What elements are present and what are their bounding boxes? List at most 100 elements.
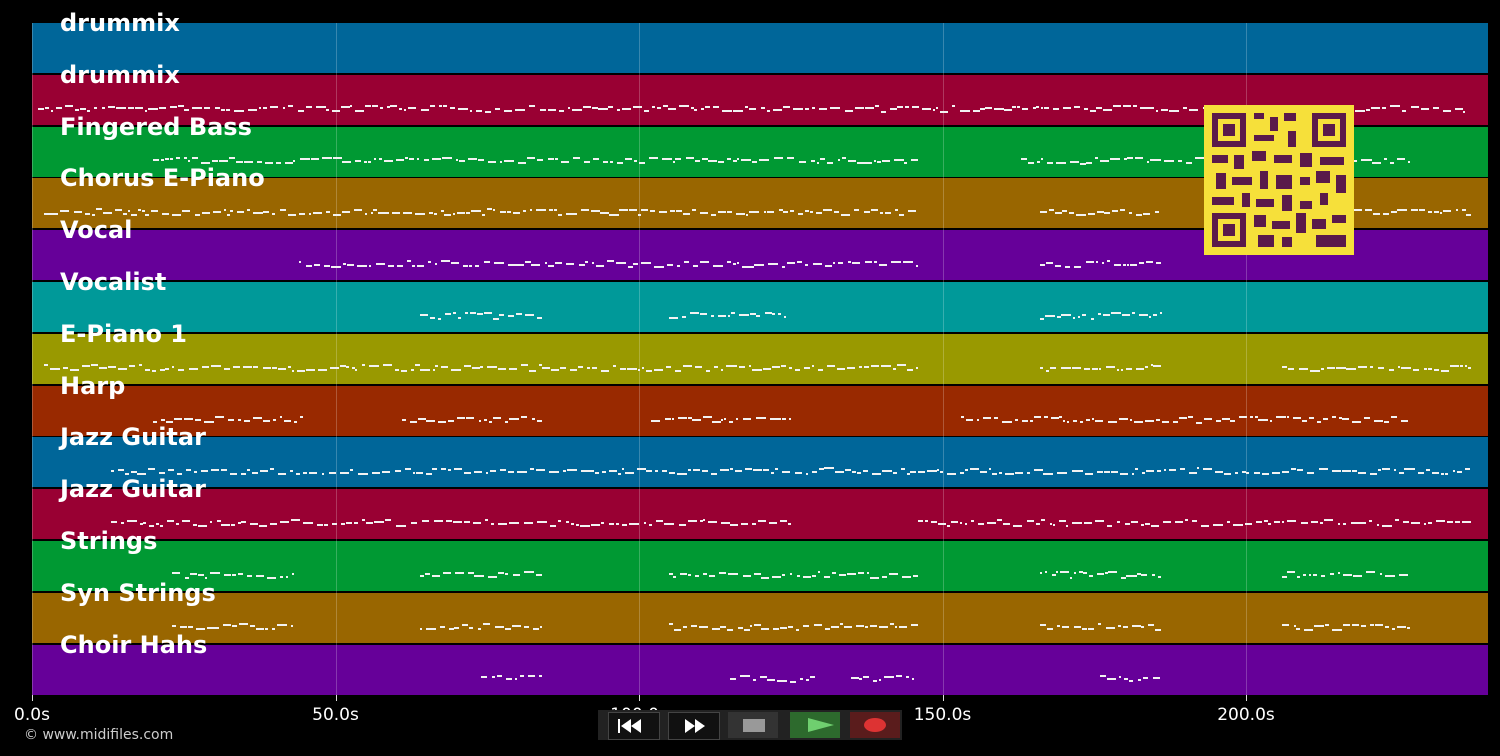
midi-note <box>181 519 190 522</box>
midi-note <box>656 107 661 110</box>
midi-note <box>770 418 781 421</box>
midi-note <box>1300 521 1308 524</box>
midi-note <box>236 160 244 163</box>
midi-note <box>1177 160 1182 163</box>
midi-note <box>269 467 274 470</box>
midi-note <box>690 312 699 315</box>
midi-note <box>434 519 444 522</box>
midi-note <box>1073 420 1077 423</box>
axis-tick <box>335 695 337 701</box>
midi-note <box>357 265 367 268</box>
midi-note <box>372 472 380 475</box>
midi-note <box>271 367 278 370</box>
midi-note <box>1011 105 1016 108</box>
midi-note <box>316 524 324 527</box>
midi-note <box>153 421 157 424</box>
midi-note <box>735 417 738 420</box>
midi-note <box>789 209 794 212</box>
rewind-button[interactable] <box>608 712 660 740</box>
midi-note <box>484 519 488 522</box>
midi-note <box>138 209 142 212</box>
midi-note <box>699 626 709 629</box>
midi-note <box>600 212 609 215</box>
midi-note <box>446 519 452 522</box>
midi-note <box>855 625 865 628</box>
track-lane <box>32 592 1488 643</box>
midi-note <box>673 575 677 578</box>
midi-note <box>193 523 197 526</box>
midi-note <box>937 468 940 471</box>
midi-note <box>959 471 965 474</box>
midi-note <box>340 471 350 474</box>
midi-note <box>823 575 831 578</box>
midi-note <box>633 159 638 162</box>
midi-note <box>50 110 54 113</box>
midi-note <box>402 418 406 421</box>
midi-note <box>585 260 588 263</box>
midi-note <box>652 105 655 108</box>
track-label: drummix <box>60 9 180 37</box>
grid-line <box>32 23 33 695</box>
midi-note <box>220 523 230 526</box>
stop-button[interactable] <box>728 712 778 738</box>
midi-note <box>84 213 90 216</box>
midi-note <box>1086 261 1094 264</box>
midi-note <box>285 162 293 165</box>
midi-note <box>926 469 937 472</box>
track-lane <box>32 644 1488 695</box>
midi-note <box>874 260 878 263</box>
midi-note <box>1184 519 1188 522</box>
midi-note <box>993 108 1004 111</box>
midi-note <box>1111 209 1118 212</box>
midi-note <box>921 107 929 110</box>
midi-note <box>1410 106 1420 109</box>
midi-note <box>771 576 781 579</box>
midi-note <box>270 106 279 109</box>
midi-note <box>462 623 469 626</box>
midi-note <box>467 472 472 475</box>
midi-note <box>706 369 711 372</box>
midi-note <box>342 161 352 164</box>
midi-note <box>688 520 698 523</box>
midi-note <box>767 679 775 682</box>
midi-note <box>442 571 451 574</box>
midi-note <box>263 210 269 213</box>
midi-note <box>1104 471 1110 474</box>
midi-note <box>752 468 762 471</box>
midi-note <box>191 157 199 160</box>
midi-note <box>655 519 664 522</box>
midi-note <box>667 263 673 266</box>
midi-note <box>1017 106 1020 109</box>
midi-note <box>600 522 605 525</box>
midi-note <box>238 573 243 576</box>
grid-line <box>942 23 944 695</box>
midi-note <box>476 313 483 316</box>
midi-note <box>1282 575 1287 578</box>
midi-note <box>49 368 61 371</box>
play-button[interactable] <box>790 712 840 738</box>
midi-note <box>1022 107 1029 110</box>
midi-note <box>1436 520 1446 523</box>
fast-forward-button[interactable] <box>668 712 720 740</box>
midi-note <box>1156 419 1161 422</box>
midi-note <box>222 623 232 626</box>
midi-note <box>713 106 720 109</box>
midi-note <box>549 470 559 473</box>
midi-note <box>654 470 658 473</box>
midi-note <box>339 365 346 368</box>
midi-note <box>768 522 778 525</box>
midi-note <box>152 369 156 372</box>
midi-note <box>1346 367 1357 370</box>
midi-note <box>787 261 796 264</box>
midi-note <box>880 364 891 367</box>
midi-note <box>778 313 782 316</box>
midi-note <box>621 524 628 527</box>
record-button[interactable] <box>850 712 900 738</box>
midi-note <box>328 471 336 474</box>
midi-note <box>207 627 213 630</box>
midi-note <box>537 520 547 523</box>
midi-note <box>931 520 938 523</box>
midi-note <box>234 110 245 113</box>
midi-note <box>410 421 417 424</box>
midi-note <box>802 576 811 579</box>
